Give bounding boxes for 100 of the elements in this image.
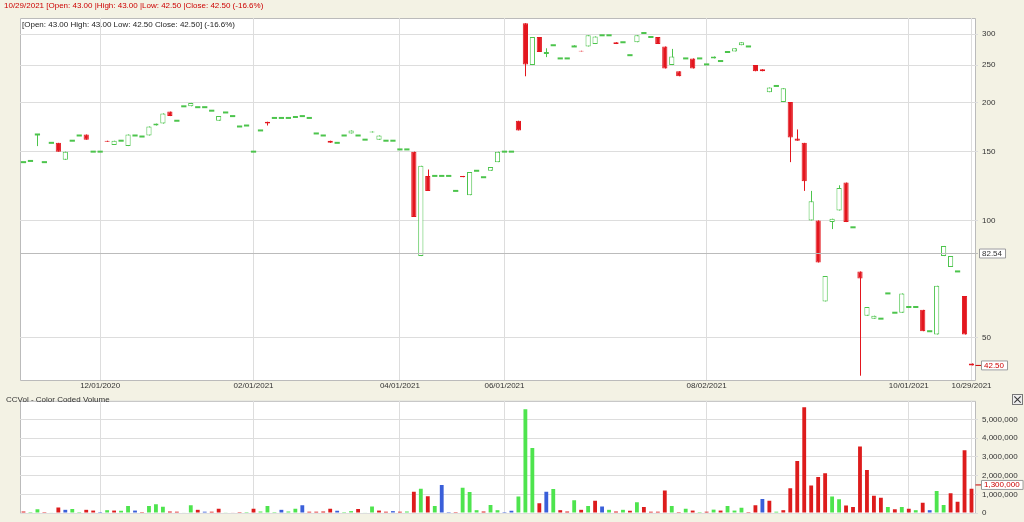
bar	[941, 504, 946, 513]
bar	[934, 490, 939, 513]
bar	[927, 510, 932, 513]
x-tick-label: 10/01/2021	[888, 381, 930, 390]
bar	[858, 446, 862, 513]
bar	[816, 477, 821, 513]
bar	[865, 469, 869, 513]
bar	[523, 409, 528, 513]
bar	[216, 508, 221, 513]
bar	[160, 506, 165, 513]
bar	[279, 509, 284, 513]
bar	[844, 505, 848, 513]
chart-title: CCVol - Color Coded Volume	[6, 395, 110, 405]
bar	[195, 509, 200, 513]
annotation: 1,300,000	[984, 480, 1021, 490]
bar	[70, 508, 75, 513]
bar	[586, 505, 591, 513]
x-tick-label: 10/29/2021	[951, 381, 993, 390]
bar	[572, 500, 577, 513]
bar	[851, 507, 855, 513]
y-tick-label: 150	[982, 146, 996, 156]
x-tick-label: 04/01/2021	[379, 381, 421, 390]
bar	[579, 509, 584, 513]
ref-line-label: 82.54	[982, 248, 1003, 258]
bar	[537, 503, 542, 513]
bar	[837, 499, 841, 513]
bar	[293, 508, 298, 513]
bar	[662, 490, 667, 513]
bar	[530, 448, 535, 513]
bar	[920, 502, 925, 513]
bar	[439, 484, 444, 513]
y-tick-label: 50	[982, 333, 992, 343]
bar	[356, 508, 360, 513]
bar	[781, 510, 786, 513]
bar	[300, 505, 305, 513]
bar	[460, 487, 465, 513]
y-tick-label: 1,000,000	[982, 489, 1019, 499]
bar	[711, 509, 716, 513]
y-tick-label: 0	[982, 508, 987, 518]
bar	[878, 497, 883, 513]
x-tick-label: 12/01/2020	[80, 381, 121, 390]
bar	[147, 506, 151, 513]
bar	[154, 504, 158, 513]
chart-subtitle: [Open: 43.00 High: 43.00 Low: 42.50 Close: 42.50] (-16.6%)	[22, 20, 236, 30]
bar	[411, 491, 416, 513]
bar	[551, 489, 556, 513]
bar	[788, 488, 793, 513]
bar	[516, 496, 521, 513]
bar	[474, 510, 479, 513]
x-tick-label: 02/01/2021	[233, 381, 275, 390]
bar	[188, 505, 193, 513]
candlestick	[836, 184, 842, 212]
x-tick-label: 06/01/2021	[484, 381, 526, 390]
bar	[370, 506, 374, 513]
bar	[906, 508, 911, 513]
bar	[802, 407, 807, 513]
bar	[126, 506, 130, 513]
x-tick-label: 08/02/2021	[686, 381, 728, 390]
chart-title: 10/29/2021 [Open: 43.00 |High: 43.00 |Low: 42.50 |Close: 42.50 (-16.6%)	[4, 1, 264, 11]
candlestick	[808, 190, 814, 221]
bar	[35, 509, 40, 513]
bar	[823, 473, 828, 513]
bar	[635, 502, 639, 513]
bar	[544, 491, 549, 513]
annotation: 42.50	[984, 360, 1005, 370]
bar	[84, 509, 89, 513]
bar	[495, 510, 500, 513]
bar	[467, 492, 472, 513]
y-tick-label: 100	[982, 215, 996, 225]
y-tick-label: 4,000,000	[982, 433, 1019, 443]
y-tick-label: 200	[982, 98, 996, 108]
bar	[56, 507, 61, 513]
bar	[432, 505, 437, 513]
bar	[328, 508, 333, 513]
bar	[558, 510, 563, 513]
bar	[683, 508, 688, 513]
bar	[767, 500, 772, 513]
bar	[948, 493, 953, 513]
bar	[425, 496, 430, 513]
bar	[418, 488, 423, 513]
bar	[669, 505, 674, 513]
bar	[809, 485, 814, 513]
bar	[885, 507, 890, 513]
y-tick-label: 250	[982, 60, 996, 70]
y-tick-label: 300	[982, 29, 996, 39]
bar	[899, 507, 904, 513]
bar	[593, 500, 598, 513]
y-tick-label: 5,000,000	[982, 414, 1019, 424]
bar	[63, 509, 68, 513]
candlestick	[425, 169, 431, 192]
y-tick-label: 2,000,000	[982, 470, 1019, 480]
bar	[795, 461, 800, 513]
bar	[600, 506, 604, 513]
candlestick	[857, 270, 863, 377]
bar	[641, 507, 646, 513]
bar	[105, 510, 110, 513]
y-tick-label: 3,000,000	[982, 452, 1019, 462]
bar	[607, 509, 611, 513]
bar	[830, 496, 835, 513]
bar	[760, 498, 765, 513]
